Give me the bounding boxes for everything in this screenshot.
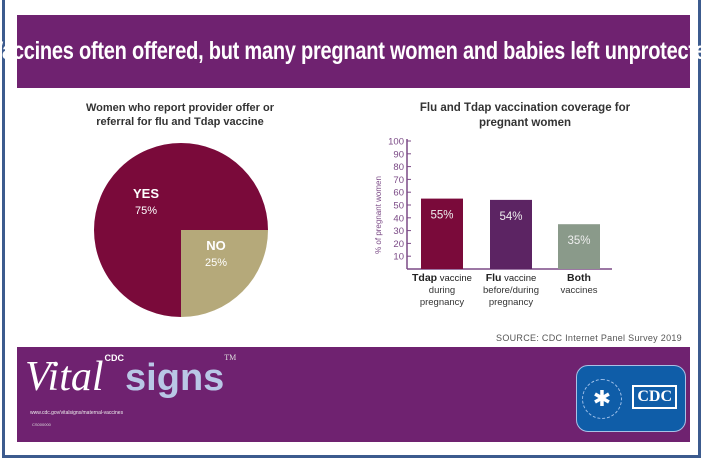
y-axis-label: % of pregnant women xyxy=(374,176,383,254)
y-tick-label: 10 xyxy=(393,252,404,263)
y-tick-label: 90 xyxy=(393,149,404,160)
hhs-cdc-logo: ✱ CDC xyxy=(576,365,686,432)
source-note: SOURCE: CDC Internet Panel Survey 2019 xyxy=(496,333,682,343)
y-tick-label: 40 xyxy=(393,213,404,224)
pie-slice-no xyxy=(181,230,268,317)
bar-flu xyxy=(490,199,532,269)
pie-value-label: 75% xyxy=(135,205,157,217)
x-category-label-line: pregnancy xyxy=(489,297,534,308)
page-title: Vaccines often offered, but many pregnan… xyxy=(0,37,702,65)
x-category-label-line: pregnancy xyxy=(420,297,465,308)
logo-tm: TM xyxy=(224,353,237,362)
footer-url[interactable]: www.cdc.gov/vitalsigns/maternal-vaccines xyxy=(30,410,124,416)
vitalsigns-logo: VitalCDCsignsTM xyxy=(25,353,236,402)
pie-title: Women who report provider offer or refer… xyxy=(85,102,275,128)
y-tick-label: 50 xyxy=(393,201,404,212)
bar-value-label: 35% xyxy=(567,235,590,247)
pie-category-label: NO xyxy=(206,238,226,253)
footer-banner: VitalCDCsignsTM www.cdc.gov/vitalsigns/m… xyxy=(17,347,690,442)
pie-category-label: YES xyxy=(133,186,159,201)
bar-value-label: 54% xyxy=(499,211,522,223)
x-category-label: Flu vaccine xyxy=(486,272,537,284)
bar-both xyxy=(558,224,600,269)
title-banner: Vaccines often offered, but many pregnan… xyxy=(0,15,702,88)
logo-vital: Vital xyxy=(25,354,104,400)
x-category-label: Tdap vaccine xyxy=(412,272,472,284)
footer-code: CS000000 xyxy=(32,422,51,427)
bar-value-label: 55% xyxy=(430,210,453,222)
y-tick-label: 60 xyxy=(393,188,404,199)
y-tick-label: 80 xyxy=(393,162,404,173)
bar-title: Flu and Tdap vaccination coverage for pr… xyxy=(419,102,631,129)
x-category-label-line: vaccines xyxy=(561,285,598,296)
logo-signs: signs xyxy=(125,357,225,399)
x-category-label-line: during xyxy=(429,285,455,296)
y-tick-label: 30 xyxy=(393,226,404,237)
y-tick-label: 70 xyxy=(393,175,404,186)
hhs-eagle-icon: ✱ xyxy=(582,379,622,419)
bar-tdap xyxy=(421,198,463,269)
x-category-label-line: before/during xyxy=(483,285,539,296)
pie-value-label: 25% xyxy=(205,257,227,269)
logo-cdc-sup: CDC xyxy=(104,353,125,363)
y-tick-label: 20 xyxy=(393,239,404,250)
x-category-label: Both xyxy=(567,272,591,284)
y-tick-label: 100 xyxy=(388,137,404,148)
cdc-logo-text: CDC xyxy=(632,385,677,409)
